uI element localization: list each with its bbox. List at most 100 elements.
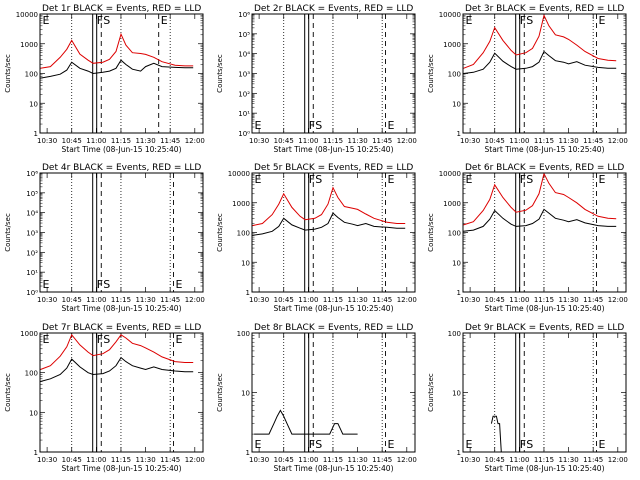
x-tick-label: 11:00 (86, 137, 106, 145)
x-tick-label: 11:15 (323, 456, 343, 464)
y-tick-label: 10⁵ (238, 31, 250, 39)
panel-title: Det 1r BLACK = Events, RED = LLD (42, 4, 201, 14)
x-tick-label: 11:30 (347, 296, 367, 304)
panel-det-2r: Det 2r BLACK = Events, RED = LLD Counts/s… (216, 4, 417, 154)
y-tick-label: 10000 (228, 170, 250, 178)
x-tick-label: 11:30 (558, 296, 578, 304)
panel-det-8r: Det 8r BLACK = Events, RED = LLD Counts/s… (216, 323, 417, 473)
y-axis-label: Counts/sec (427, 54, 435, 93)
time-marker-label: F (520, 14, 526, 27)
time-marker-label: E (161, 14, 168, 27)
time-marker-label: S (103, 14, 110, 27)
y-tick-label: 10 (452, 390, 461, 398)
x-tick-label: 11:15 (534, 296, 554, 304)
x-axis-label: Start Time (08-Jun-15 10:25:40) (485, 304, 605, 313)
y-tick-label: 10 (452, 100, 461, 108)
y-tick-label: 1000 (20, 41, 38, 49)
y-tick-label: 1 (246, 289, 250, 297)
time-marker-label: E (466, 438, 473, 451)
y-tick-label: 10⁵ (26, 190, 38, 198)
x-tick-label: 11:00 (298, 296, 318, 304)
y-axis-label: Counts/sec (216, 373, 224, 412)
lld-series-line (40, 32, 194, 69)
panel-det-5r: Det 5r BLACK = Events, RED = LLD Counts/s… (216, 163, 417, 313)
x-tick-label: 11:45 (583, 296, 603, 304)
events-series-line (490, 415, 502, 453)
time-marker-label: E (466, 173, 473, 186)
time-marker-label: F (309, 119, 315, 132)
lld-series-line (463, 172, 617, 226)
time-marker-label: S (315, 438, 322, 451)
time-marker-label: F (97, 14, 103, 27)
y-axis-label: Counts/sec (216, 54, 224, 93)
events-series-line (40, 59, 194, 79)
panel-title: Det 8r BLACK = Events, RED = LLD (254, 323, 413, 333)
time-marker-label: E (175, 278, 182, 291)
time-marker-label: S (315, 119, 322, 132)
y-tick-label: 1000 (443, 200, 461, 208)
y-tick-label: 1000 (232, 200, 250, 208)
time-marker-label: E (255, 119, 262, 132)
x-tick-label: 12:00 (397, 137, 417, 145)
y-tick-label: 10 (29, 100, 38, 108)
x-tick-label: 10:45 (485, 296, 505, 304)
lld-series-line (40, 333, 194, 370)
x-tick-label: 10:45 (485, 137, 505, 145)
x-tick-label: 11:00 (509, 137, 529, 145)
x-tick-label: 11:30 (347, 456, 367, 464)
time-marker-label: E (255, 438, 262, 451)
x-tick-label: 11:15 (534, 456, 554, 464)
x-tick-label: 12:00 (608, 456, 628, 464)
y-tick-label: 100 (448, 330, 461, 338)
y-axis-label: Counts/sec (427, 213, 435, 252)
x-tick-label: 10:30 (460, 137, 480, 145)
x-tick-label: 11:45 (372, 296, 392, 304)
y-axis-label: Counts/sec (4, 373, 12, 412)
y-tick-label: 10 (29, 409, 38, 417)
y-tick-label: 10² (238, 90, 250, 98)
time-marker-label: F (309, 173, 315, 186)
x-tick-label: 12:00 (397, 456, 417, 464)
x-tick-label: 11:15 (111, 296, 131, 304)
y-tick-label: 10 (241, 259, 250, 267)
x-tick-label: 10:45 (62, 296, 82, 304)
x-axis-label: Start Time (08-Jun-15 10:25:40) (62, 304, 182, 313)
y-tick-label: 100 (237, 330, 250, 338)
x-tick-label: 11:30 (558, 456, 578, 464)
plot-frame (462, 13, 627, 134)
time-marker-label: E (598, 438, 605, 451)
plot-frame (39, 332, 204, 453)
panel-title: Det 7r BLACK = Events, RED = LLD (42, 323, 201, 333)
y-tick-label: 1 (34, 449, 38, 457)
time-marker-label: E (387, 173, 394, 186)
events-series-line (254, 409, 358, 435)
x-tick-label: 10:30 (37, 296, 57, 304)
y-tick-label: 100 (237, 230, 250, 238)
x-tick-label: 11:00 (298, 456, 318, 464)
plot-frame (39, 172, 204, 293)
time-marker-label: F (97, 333, 103, 346)
y-tick-label: 1 (457, 449, 461, 457)
events-series-line (252, 212, 406, 236)
time-marker-label: F (520, 438, 526, 451)
time-marker-label: S (315, 173, 322, 186)
x-tick-label: 12:00 (185, 137, 205, 145)
panel-title: Det 6r BLACK = Events, RED = LLD (465, 163, 624, 173)
plot-frame (39, 13, 204, 134)
panel-det-3r: Det 3r BLACK = Events, RED = LLD Counts/s… (427, 4, 628, 154)
y-tick-label: 1 (457, 289, 461, 297)
x-tick-label: 11:45 (583, 137, 603, 145)
x-tick-label: 11:00 (86, 296, 106, 304)
x-axis-label: Start Time (08-Jun-15 10:25:40) (274, 304, 394, 313)
y-tick-label: 1 (457, 130, 461, 138)
y-tick-label: 1000 (20, 330, 38, 338)
x-tick-label: 11:45 (583, 456, 603, 464)
time-marker-label: E (387, 119, 394, 132)
y-axis-label: Counts/sec (216, 213, 224, 252)
x-tick-label: 10:45 (485, 456, 505, 464)
x-tick-label: 10:30 (249, 137, 269, 145)
x-tick-label: 11:30 (135, 137, 155, 145)
y-tick-label: 100 (448, 71, 461, 79)
events-series-line (463, 50, 617, 74)
x-tick-label: 10:45 (62, 456, 82, 464)
